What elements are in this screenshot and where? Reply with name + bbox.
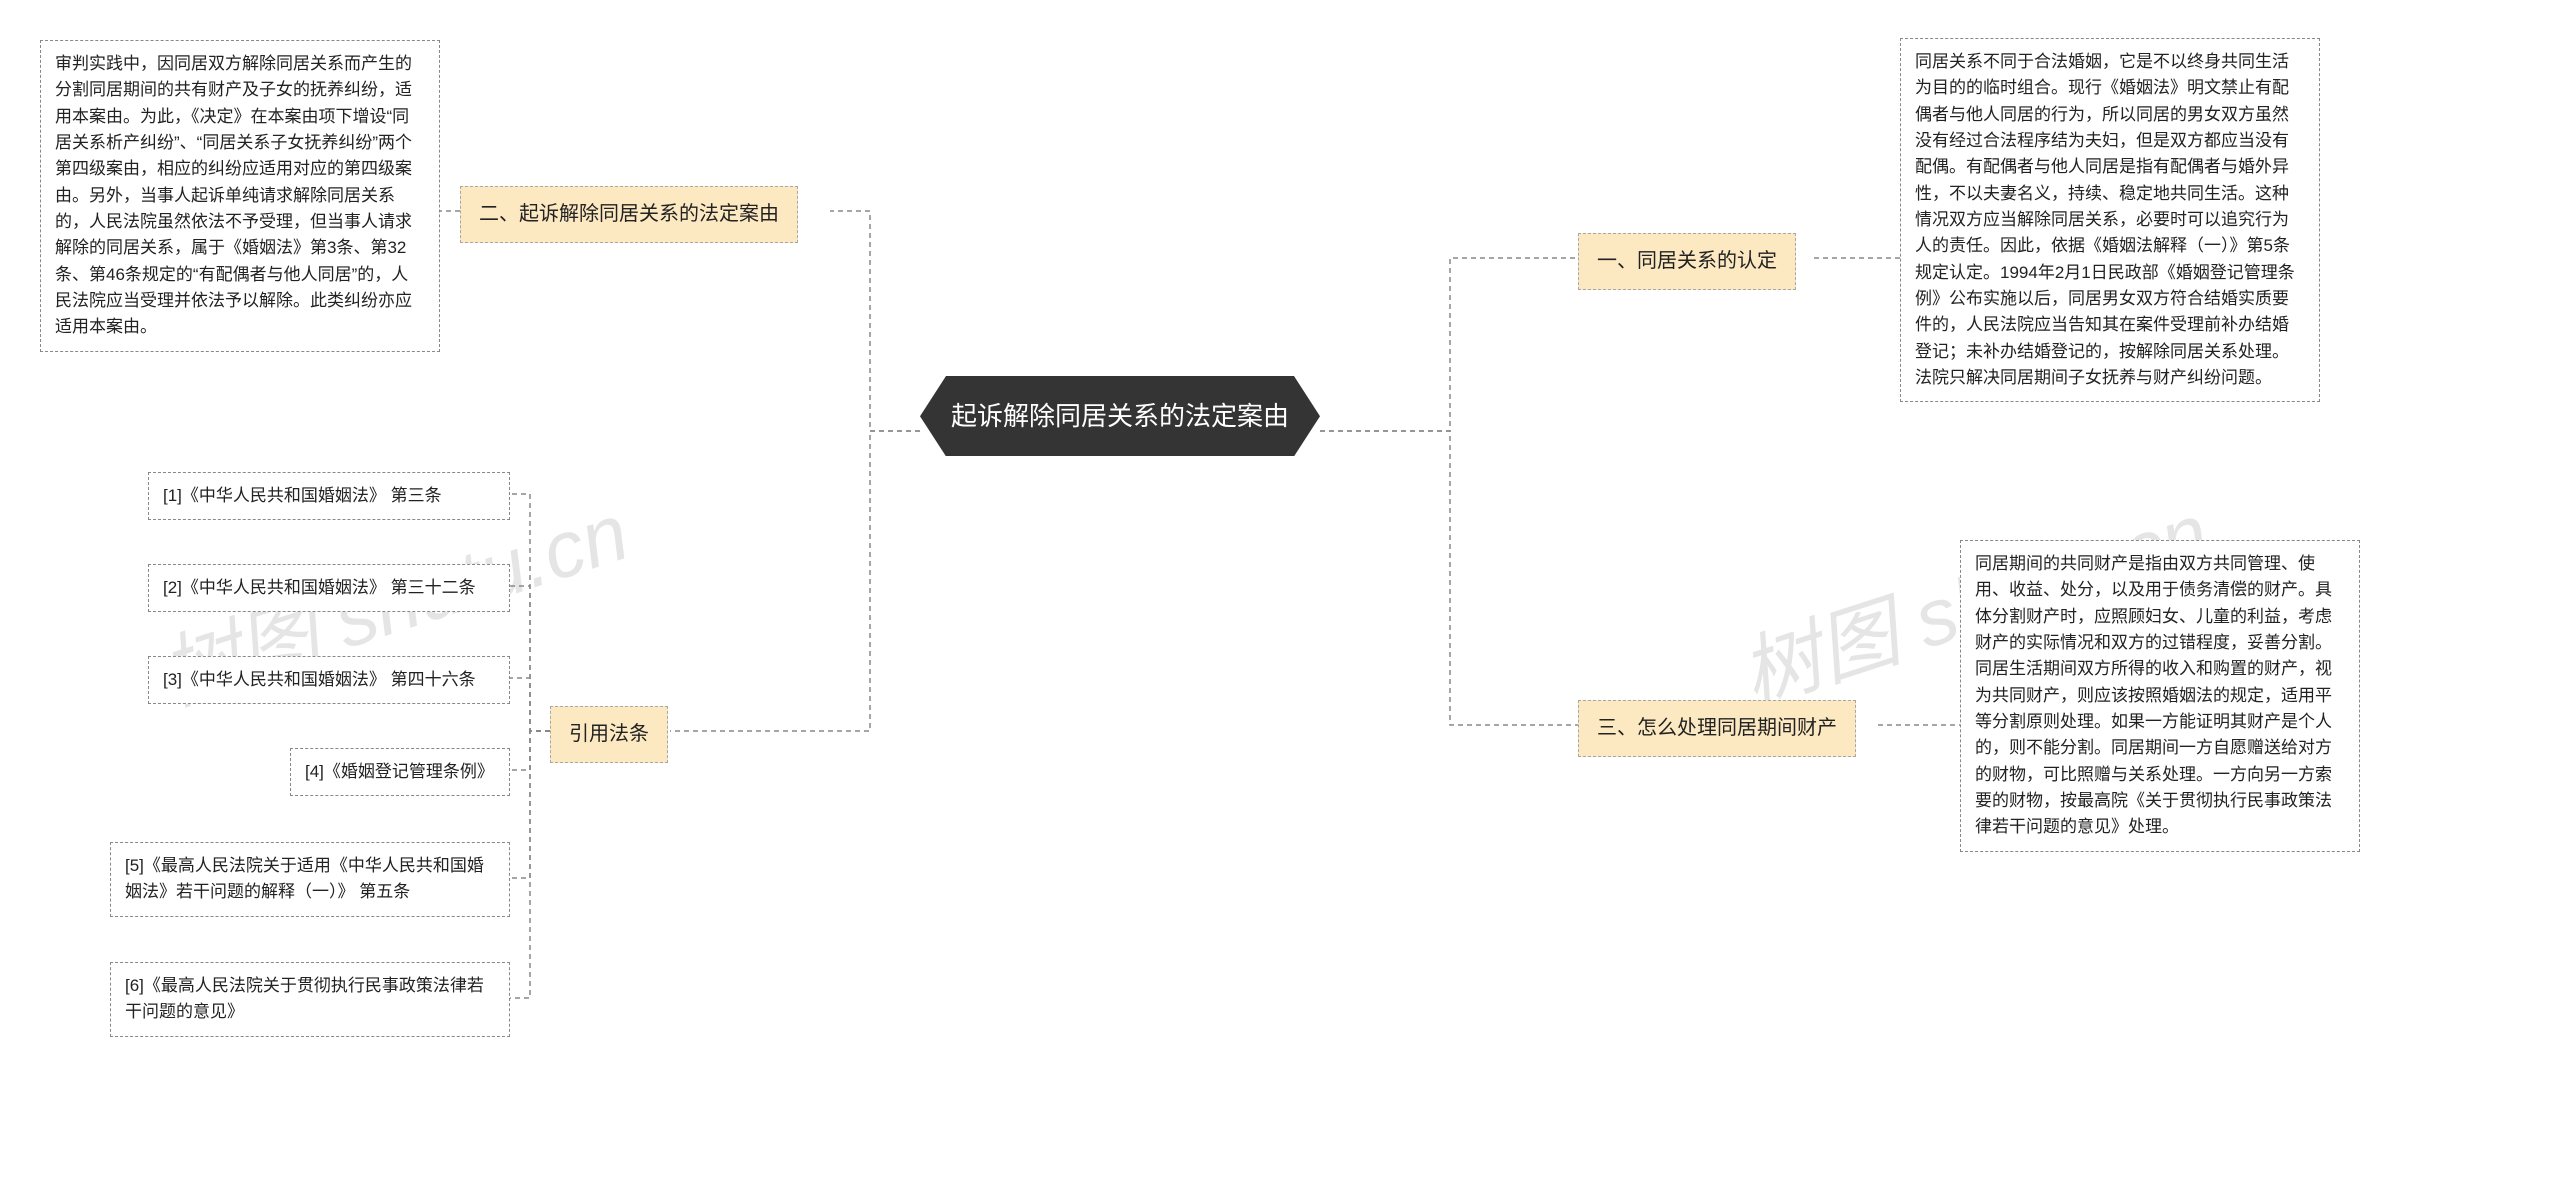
topic-right-1-label: 一、同居关系的认定 [1597,250,1777,272]
detail-left-2: 审判实践中，因同居双方解除同居关系而产生的分割同居期间的共有财产及子女的抚养纠纷… [40,40,440,352]
ref-item-3-text: [3]《中华人民共和国婚姻法》 第四十六条 [163,670,476,689]
topic-right-3-label: 三、怎么处理同居期间财产 [1597,717,1837,739]
topic-left-ref-label: 引用法条 [569,723,649,745]
ref-item-4: [4]《婚姻登记管理条例》 [290,748,510,796]
ref-item-2-text: [2]《中华人民共和国婚姻法》 第三十二条 [163,578,476,597]
detail-right-1-text: 同居关系不同于合法婚姻，它是不以终身共同生活为目的的临时组合。现行《婚姻法》明文… [1915,52,2295,387]
topic-right-3[interactable]: 三、怎么处理同居期间财产 [1578,700,1856,757]
topic-left-ref[interactable]: 引用法条 [550,706,668,763]
detail-right-1: 同居关系不同于合法婚姻，它是不以终身共同生活为目的的临时组合。现行《婚姻法》明文… [1900,38,2320,402]
ref-item-5: [5]《最高人民法院关于适用《中华人民共和国婚姻法》若干问题的解释（一）》 第五… [110,842,510,917]
ref-item-3: [3]《中华人民共和国婚姻法》 第四十六条 [148,656,510,704]
topic-left-2-label: 二、起诉解除同居关系的法定案由 [479,203,779,225]
ref-item-5-text: [5]《最高人民法院关于适用《中华人民共和国婚姻法》若干问题的解释（一）》 第五… [125,856,484,901]
detail-right-3: 同居期间的共同财产是指由双方共同管理、使用、收益、处分，以及用于债务清偿的财产。… [1960,540,2360,852]
center-node-text: 起诉解除同居关系的法定案由 [951,401,1289,431]
topic-right-1[interactable]: 一、同居关系的认定 [1578,233,1796,290]
ref-item-6: [6]《最高人民法院关于贯彻执行民事政策法律若干问题的意见》 [110,962,510,1037]
ref-item-6-text: [6]《最高人民法院关于贯彻执行民事政策法律若干问题的意见》 [125,976,484,1021]
ref-item-4-text: [4]《婚姻登记管理条例》 [305,762,494,781]
topic-left-2[interactable]: 二、起诉解除同居关系的法定案由 [460,186,798,243]
detail-right-3-text: 同居期间的共同财产是指由双方共同管理、使用、收益、处分，以及用于债务清偿的财产。… [1975,554,2332,836]
center-node[interactable]: 起诉解除同居关系的法定案由 [920,376,1320,456]
ref-item-1-text: [1]《中华人民共和国婚姻法》 第三条 [163,486,442,505]
ref-item-1: [1]《中华人民共和国婚姻法》 第三条 [148,472,510,520]
detail-left-2-text: 审判实践中，因同居双方解除同居关系而产生的分割同居期间的共有财产及子女的抚养纠纷… [55,54,412,336]
ref-item-2: [2]《中华人民共和国婚姻法》 第三十二条 [148,564,510,612]
mindmap-canvas: 树图 shutu.cn 树图 shutu.cn 起诉解除同居关系的法定案由 一、… [0,0,2560,1187]
